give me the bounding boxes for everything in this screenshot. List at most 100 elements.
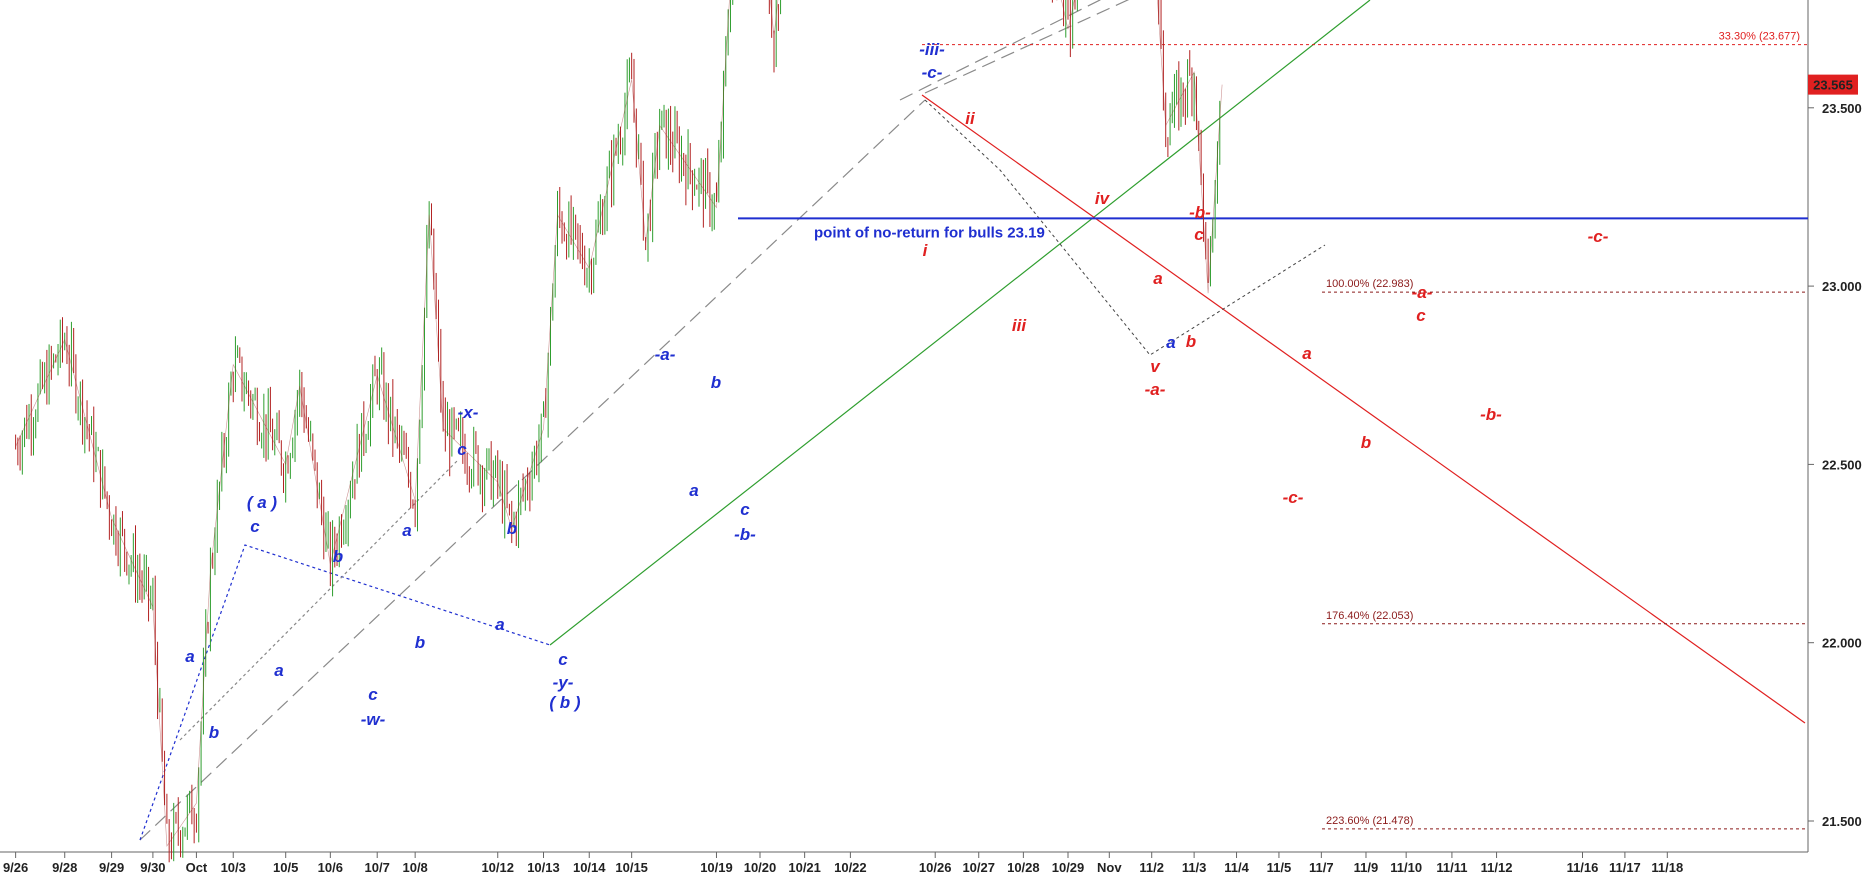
x-tick-label: 9/28 xyxy=(52,860,77,875)
wave-label-red: -b- xyxy=(1189,203,1211,222)
wave-label-red: v xyxy=(1150,357,1161,376)
x-tick-label: 11/2 xyxy=(1139,860,1164,875)
wave-label-red: -c- xyxy=(1588,227,1609,246)
wave-label-blue: c xyxy=(740,500,750,519)
x-tick-label: 11/17 xyxy=(1609,860,1641,875)
x-tick-label: 10/27 xyxy=(962,860,995,875)
wave-label-blue: b xyxy=(415,633,425,652)
red-dotted-waves xyxy=(924,99,1326,356)
wave-label-red: b xyxy=(1186,332,1196,351)
y-tick-label: 23.000 xyxy=(1822,279,1862,294)
price-path xyxy=(15,0,1223,847)
x-tick-label: 10/21 xyxy=(788,860,821,875)
wave-labels: -iii--c--x-c( a )c-a-babaabc-w-abbac-y-(… xyxy=(185,40,1608,742)
x-tick-label: 11/11 xyxy=(1436,860,1467,875)
x-tick-label: 10/3 xyxy=(221,860,246,875)
y-tick-label: 22.000 xyxy=(1822,636,1862,651)
blue-dotted-waves-2 xyxy=(179,459,459,741)
wave-label-blue: b xyxy=(711,373,721,392)
wave-label-blue: -c- xyxy=(922,63,943,82)
red-downtrend xyxy=(921,94,1806,724)
x-tick-label: 10/14 xyxy=(573,860,606,875)
green-channel xyxy=(549,0,1371,646)
wave-label-blue: -iii- xyxy=(919,40,945,59)
x-tick-label: 11/18 xyxy=(1651,860,1683,875)
y-tick-label: 23.500 xyxy=(1822,101,1862,116)
wave-label-red: iv xyxy=(1095,189,1111,208)
x-tick-label: 10/8 xyxy=(402,860,427,875)
wave-label-blue: a xyxy=(1166,333,1175,352)
wave-label-red: c xyxy=(1194,225,1204,244)
fib-level-label: 223.60% (21.478) xyxy=(1326,815,1413,827)
x-tick-label: 10/6 xyxy=(318,860,343,875)
wave-label-red: a xyxy=(1302,344,1311,363)
wave-label-blue: -a- xyxy=(655,345,676,364)
wave-label-blue: c xyxy=(558,650,568,669)
gray-channel-upper xyxy=(899,0,1102,101)
y-axis-ticks: 21.50022.00022.50023.00023.50024.00024.5… xyxy=(1808,101,1862,829)
x-tick-label: 10/13 xyxy=(527,860,560,875)
x-tick-label: 11/12 xyxy=(1481,860,1513,875)
wave-label-blue: b xyxy=(209,723,219,742)
wave-label-blue: a xyxy=(274,661,283,680)
wave-label-blue: a xyxy=(495,615,504,634)
wave-label-blue: ( b ) xyxy=(549,693,580,712)
wave-label-red: a xyxy=(1153,269,1162,288)
wave-label-blue: -b- xyxy=(734,525,756,544)
wave-label-red: c xyxy=(1416,306,1426,325)
y-tick-label: 22.500 xyxy=(1822,457,1862,472)
wave-label-blue: -w- xyxy=(361,710,386,729)
x-tick-label: 10/7 xyxy=(365,860,390,875)
x-tick-label: 11/7 xyxy=(1309,860,1334,875)
support-label: point of no-return for bulls 23.19 xyxy=(814,224,1045,241)
x-tick-label: 9/26 xyxy=(3,860,28,875)
wave-label-blue: c xyxy=(368,685,378,704)
x-tick-label: 11/9 xyxy=(1354,860,1379,875)
wave-label-blue: a xyxy=(689,481,698,500)
last-price-label: 23.565 xyxy=(1813,78,1853,93)
wave-label-red: i xyxy=(923,241,929,260)
x-tick-label: 11/3 xyxy=(1182,860,1207,875)
wave-label-red: -a- xyxy=(1145,380,1166,399)
wave-label-red: b xyxy=(1361,433,1371,452)
last-price-marker: 23.565 xyxy=(1808,74,1858,95)
channel-lines xyxy=(139,0,1806,841)
wave-label-red: -c- xyxy=(1283,488,1304,507)
wave-label-blue: a xyxy=(185,647,194,666)
wave-label-blue: -x- xyxy=(458,403,479,422)
last-price-box xyxy=(1808,74,1858,95)
wave-label-blue: c xyxy=(250,517,260,536)
wave-label-red: -b- xyxy=(1480,405,1502,424)
x-tick-label: 10/12 xyxy=(481,860,514,875)
x-tick-label: Nov xyxy=(1097,860,1122,875)
wave-label-blue: a xyxy=(402,521,411,540)
x-tick-label: 9/30 xyxy=(140,860,165,875)
price-series xyxy=(15,0,1223,863)
wave-label-blue: b xyxy=(333,547,343,566)
wave-label-blue: c xyxy=(457,440,467,459)
x-tick-label: 10/22 xyxy=(834,860,867,875)
x-tick-label: 11/16 xyxy=(1567,860,1599,875)
wave-label-red: ii xyxy=(965,109,976,128)
wave-label-blue: ( a ) xyxy=(247,493,278,512)
x-tick-label: 10/26 xyxy=(919,860,952,875)
y-tick-label: 21.500 xyxy=(1822,814,1862,829)
x-tick-label: 10/19 xyxy=(700,860,733,875)
x-tick-label: Oct xyxy=(186,860,208,875)
x-tick-label: 10/5 xyxy=(273,860,298,875)
x-axis-ticks: 9/26 9/28 9/29 9/30 Oct 10/3 10/5 10/6 10/7 10/8 1… xyxy=(3,852,1683,875)
fib-level-label: 100.00% (22.983) xyxy=(1326,278,1413,290)
x-tick-label: 11/4 xyxy=(1224,860,1249,875)
blue-dotted-waves-1 xyxy=(139,544,551,841)
x-tick-label: 10/20 xyxy=(744,860,777,875)
x-tick-label: 11/5 xyxy=(1267,860,1292,875)
wave-label-blue: -y- xyxy=(553,673,574,692)
gray-channel-lower xyxy=(139,99,926,841)
x-tick-label: 11/10 xyxy=(1390,860,1422,875)
x-tick-label: 10/29 xyxy=(1052,860,1085,875)
fib-level-label: 33.30% (23.677) xyxy=(1719,31,1800,43)
wave-label-blue: b xyxy=(507,519,517,538)
x-tick-label: 9/29 xyxy=(99,860,124,875)
wave-label-red: iii xyxy=(1012,316,1027,335)
fibonacci-levels: 176.40% (24.774)66.70% (24.295)50.00% (2… xyxy=(738,31,1808,830)
